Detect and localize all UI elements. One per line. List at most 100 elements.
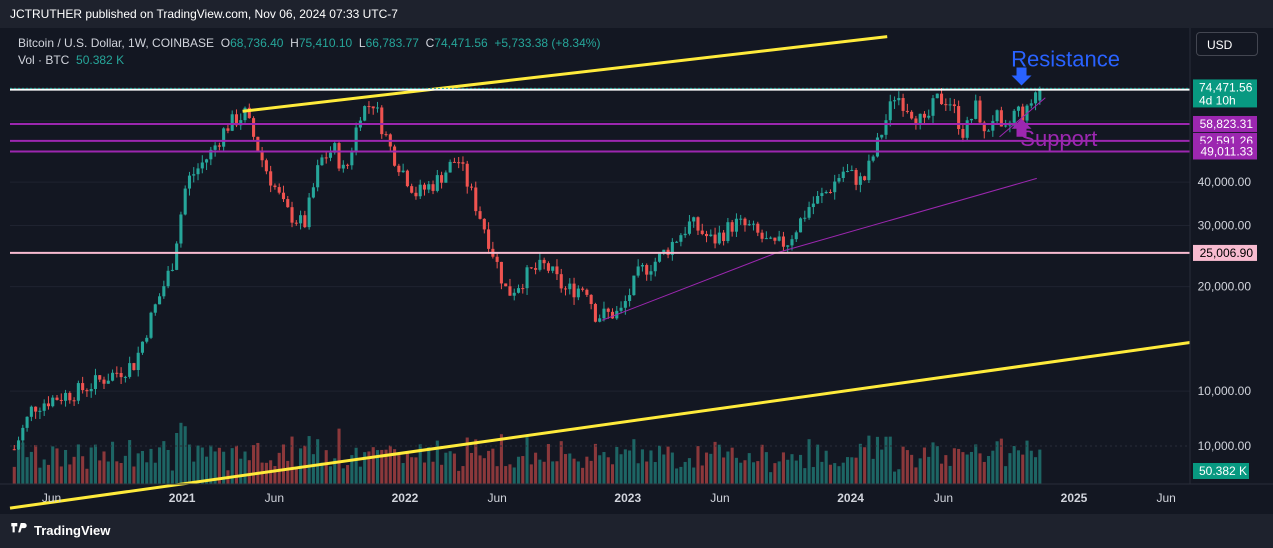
candle-body — [457, 162, 461, 164]
candle-body — [961, 129, 965, 138]
candle-body — [307, 197, 311, 228]
x-tick-label: 2024 — [837, 491, 864, 505]
candle-body — [149, 312, 153, 338]
volume-bar — [756, 461, 760, 484]
candle-body — [136, 352, 140, 371]
volume-bar — [628, 450, 632, 484]
candle-body — [563, 288, 568, 290]
candle-body — [273, 185, 277, 188]
volume-axis-label: 50.382 K — [1199, 464, 1247, 478]
candle-body — [410, 186, 414, 193]
volume-bar — [811, 467, 815, 484]
level-label-bg-1 — [1193, 115, 1257, 132]
volume-bar — [422, 462, 427, 484]
volume-bar — [461, 466, 465, 484]
volume-bar — [884, 436, 888, 484]
candle-body — [346, 164, 350, 166]
volume-bar — [1008, 453, 1012, 484]
volume-bar — [307, 436, 311, 484]
volume-bar — [717, 444, 721, 484]
volume-bar — [692, 467, 696, 484]
volume-bar — [918, 458, 922, 484]
volume-bar — [632, 439, 636, 484]
symbol-name[interactable]: Bitcoin / U.S. Dollar, 1W, COINBASE — [18, 36, 215, 50]
high-label: H — [290, 36, 299, 50]
candle-body — [555, 266, 559, 275]
candle-body — [277, 187, 281, 193]
candle-body — [427, 184, 431, 190]
candle-body — [640, 265, 644, 267]
candle-body — [397, 165, 401, 173]
candle-body — [294, 222, 298, 224]
candle-body — [435, 175, 439, 191]
currency-button[interactable]: USD — [1196, 32, 1258, 56]
candle-body — [935, 93, 939, 99]
candle-body — [290, 207, 294, 223]
candle-body — [645, 265, 649, 275]
candle-body — [474, 187, 478, 212]
candle-body — [21, 427, 25, 441]
volume-bar — [935, 446, 939, 484]
candle-body — [546, 263, 550, 271]
volume-bar — [546, 444, 550, 484]
volume-bar — [123, 455, 127, 484]
candle-body — [115, 372, 119, 374]
trendline-purple-long-trend — [775, 177, 1037, 254]
tradingview-logo-icon — [11, 523, 27, 533]
candle-body — [226, 128, 230, 131]
candle-body — [371, 106, 375, 109]
candle-body — [709, 234, 713, 237]
volume-bar — [209, 445, 213, 484]
volume-bar — [619, 454, 623, 484]
candle-body — [328, 152, 333, 158]
volume-bar — [405, 452, 409, 484]
candle-body — [897, 98, 901, 101]
candle-body — [187, 175, 192, 189]
candle-body — [670, 241, 674, 255]
candle-body — [585, 289, 589, 295]
volume-bar — [816, 444, 820, 484]
candle-body — [816, 195, 820, 204]
volume-bar — [170, 470, 174, 484]
volume-bar — [106, 461, 110, 484]
candle-body — [764, 238, 768, 240]
volume-bar — [303, 445, 307, 484]
volume-bar — [98, 460, 102, 484]
volume-bar — [521, 456, 525, 484]
volume-bar — [247, 460, 251, 484]
candle-body — [192, 174, 196, 176]
candle-body — [431, 184, 435, 191]
candle-body — [1038, 88, 1042, 101]
volume-bar — [593, 443, 597, 484]
close-value: 74,471.56 — [434, 36, 488, 50]
volume-bar — [649, 450, 653, 484]
volume-bar — [140, 450, 145, 484]
candle-body — [854, 169, 858, 185]
candle-body — [649, 271, 653, 275]
candle-body — [521, 288, 525, 290]
volume-bar — [858, 443, 862, 484]
price-chart[interactable]: 10,000.0020,000.0030,000.0040,000.0060,0… — [0, 28, 1273, 514]
volume-bar — [29, 451, 33, 484]
candle-body — [1034, 92, 1038, 104]
volume-label[interactable]: Vol · BTC — [18, 53, 70, 67]
volume-bar — [670, 452, 674, 484]
volume-bar — [850, 457, 854, 484]
volume-bar — [623, 449, 627, 484]
candle-body — [311, 187, 315, 198]
volume-bar — [645, 461, 649, 484]
candle-body — [504, 283, 508, 287]
volume-bar — [940, 463, 944, 484]
volume-bar — [675, 468, 679, 484]
volume-bar — [875, 436, 879, 484]
volume-bar — [683, 461, 687, 484]
volume-bar — [512, 467, 516, 484]
candle-body — [867, 160, 871, 181]
candle-body — [602, 308, 606, 319]
candle-body — [773, 237, 777, 241]
volume-bar — [341, 468, 345, 484]
volume-bar — [905, 450, 909, 484]
level-label-bg-3 — [1193, 143, 1257, 160]
close-label: C — [425, 36, 435, 50]
volume-bar — [773, 463, 777, 484]
